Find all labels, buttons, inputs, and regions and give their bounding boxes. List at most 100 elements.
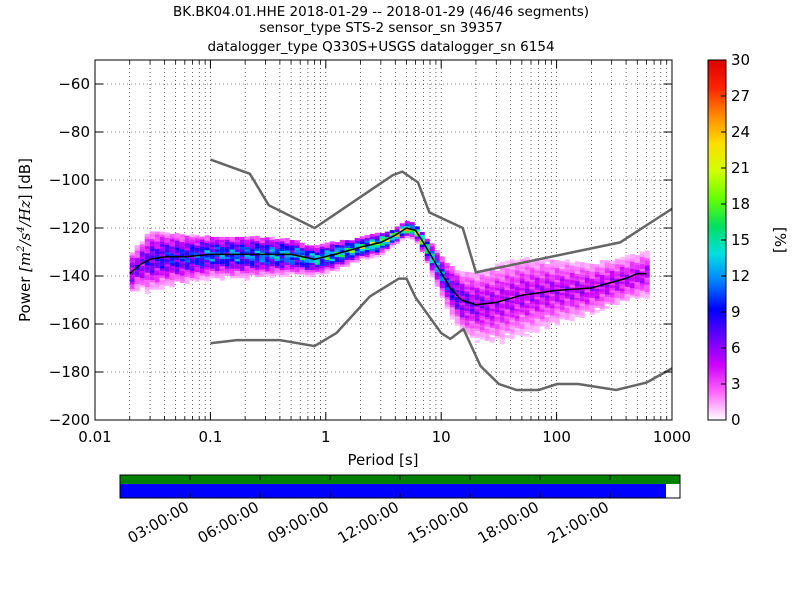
density-cell	[144, 257, 150, 261]
density-cell	[574, 290, 580, 294]
density-cell	[514, 272, 520, 276]
density-cell	[564, 309, 570, 313]
density-cell	[639, 273, 645, 277]
density-cell	[419, 241, 425, 245]
density-cell	[554, 274, 560, 278]
density-cell	[549, 302, 555, 306]
density-cell	[459, 292, 465, 296]
density-cell	[294, 266, 300, 270]
density-cell	[604, 305, 610, 309]
density-cell	[439, 266, 445, 270]
density-cell	[614, 258, 620, 262]
density-cell	[529, 303, 535, 307]
density-cell	[349, 242, 355, 246]
density-cell	[139, 267, 145, 271]
density-cell	[289, 261, 295, 265]
density-cell	[629, 294, 635, 298]
density-cell	[129, 281, 135, 285]
density-cell	[149, 252, 155, 256]
density-cell	[169, 277, 175, 281]
density-cell	[484, 318, 490, 322]
density-cell	[554, 277, 560, 281]
density-cell	[284, 271, 290, 275]
density-cell	[454, 277, 460, 281]
density-cell	[134, 264, 140, 268]
density-cell	[239, 239, 245, 243]
density-cell	[454, 284, 460, 288]
density-cell	[549, 281, 555, 285]
density-cell	[514, 286, 520, 290]
density-cell	[239, 275, 245, 279]
density-cell	[324, 244, 330, 248]
density-cell	[259, 254, 265, 258]
density-cell	[204, 278, 210, 282]
density-cell	[529, 276, 535, 280]
density-cell	[484, 287, 490, 291]
density-cell	[284, 240, 290, 244]
density-cell	[224, 239, 230, 243]
density-cell	[479, 307, 485, 311]
density-cell	[579, 305, 585, 309]
density-cell	[474, 325, 480, 329]
density-cell	[259, 249, 265, 253]
density-cell	[569, 310, 575, 314]
density-cell	[624, 259, 630, 263]
density-cell	[494, 299, 500, 303]
density-cell	[499, 281, 505, 285]
density-cell	[554, 281, 560, 285]
density-cell	[569, 282, 575, 286]
density-cell	[289, 264, 295, 268]
density-cell	[614, 302, 620, 306]
density-cell	[499, 274, 505, 278]
density-cell	[434, 283, 440, 287]
density-cell	[459, 304, 465, 308]
density-cell	[299, 261, 305, 265]
density-cell	[524, 302, 530, 306]
density-cell	[644, 281, 650, 285]
density-cell	[159, 262, 165, 266]
density-cell	[264, 268, 270, 272]
density-cell	[574, 297, 580, 301]
density-cell	[219, 246, 225, 250]
density-cell	[284, 245, 290, 249]
density-cell	[559, 277, 565, 281]
density-cell	[304, 266, 310, 270]
density-cell	[559, 313, 565, 317]
density-cell	[159, 272, 165, 276]
density-cell	[324, 266, 330, 270]
density-cell	[184, 257, 190, 261]
density-cell	[254, 262, 260, 266]
density-cell	[214, 251, 220, 255]
density-cell	[534, 262, 540, 266]
density-cell	[159, 236, 165, 240]
density-cell	[269, 253, 275, 257]
density-cell	[559, 285, 565, 289]
density-cell	[479, 312, 485, 316]
density-cell	[374, 235, 380, 239]
density-cell	[549, 312, 555, 316]
density-cell	[439, 258, 445, 262]
density-cell	[484, 328, 490, 332]
density-cell	[149, 238, 155, 242]
density-cell	[494, 301, 500, 305]
density-cell	[129, 288, 135, 292]
density-cell	[219, 272, 225, 276]
density-cell	[589, 304, 595, 308]
density-cell	[239, 236, 245, 240]
density-cell	[489, 269, 495, 273]
density-cell	[284, 242, 290, 246]
y-tick-label: −140	[49, 267, 90, 285]
density-cell	[564, 261, 570, 265]
density-cell	[514, 265, 520, 269]
density-cell	[484, 326, 490, 330]
density-cell	[489, 274, 495, 278]
density-cell	[469, 320, 475, 324]
density-cell	[239, 260, 245, 264]
density-cell	[474, 291, 480, 295]
density-cell	[389, 237, 395, 241]
density-cell	[619, 292, 625, 296]
density-cell	[259, 266, 265, 270]
density-cell	[214, 256, 220, 260]
density-cell	[134, 245, 140, 249]
density-cell	[494, 321, 500, 325]
